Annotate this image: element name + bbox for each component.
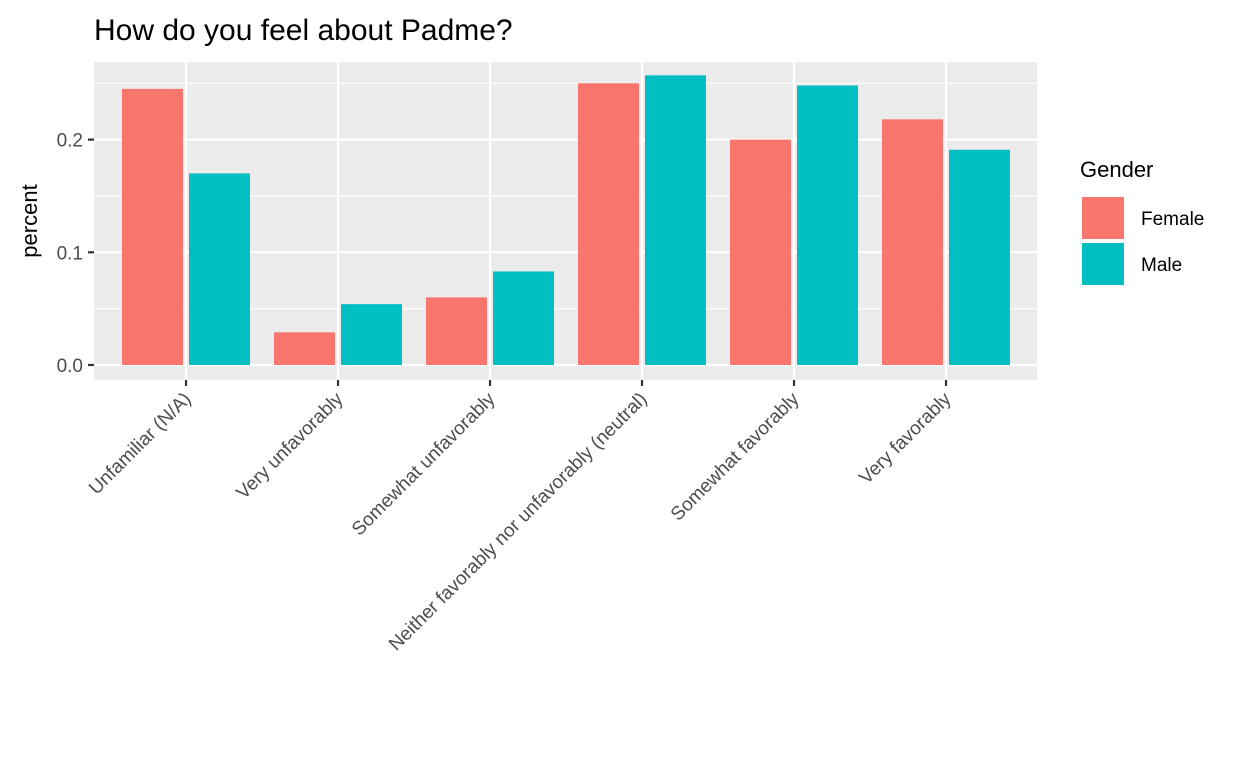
plot-panel <box>94 62 1037 380</box>
x-tick-label: Very unfavorably <box>233 388 348 503</box>
bar-male <box>189 173 250 365</box>
major-gridlines <box>94 62 1037 380</box>
y-axis-title: percent <box>17 184 42 257</box>
bar-female <box>426 297 487 365</box>
bar-female <box>122 88 183 365</box>
y-axis: 0.0 0.1 0.2 <box>57 131 94 377</box>
x-tick-label: Unfamiliar (N/A) <box>85 389 195 499</box>
bar-male <box>493 271 554 365</box>
x-tick-label: Somewhat unfavorably <box>348 388 500 540</box>
legend-title: Gender <box>1080 157 1153 182</box>
bar-male <box>341 304 402 365</box>
bar-male <box>645 75 706 366</box>
y-tick-label: 0.2 <box>57 131 83 152</box>
bar-female <box>730 139 791 365</box>
legend: Gender Female Male <box>1080 157 1204 285</box>
y-tick-label: 0.1 <box>57 243 83 264</box>
x-tick-label: Very favorably <box>856 388 956 488</box>
chart-title: How do you feel about Padme? <box>94 14 513 47</box>
y-tick-label: 0.0 <box>57 356 83 377</box>
bar-female <box>578 83 639 365</box>
legend-key-male <box>1082 243 1124 285</box>
bar-female <box>274 332 335 365</box>
legend-key-female <box>1082 197 1124 239</box>
bar-male <box>949 149 1010 365</box>
x-tick-label: Neither favorably nor unfavorably (neutr… <box>385 389 652 656</box>
bar-female <box>882 119 943 366</box>
legend-label-female: Female <box>1141 209 1204 230</box>
bar-male <box>797 85 858 365</box>
x-axis: Unfamiliar (N/A) Very unfavorably Somewhat… <box>85 380 956 655</box>
legend-label-male: Male <box>1141 255 1182 276</box>
x-tick-label: Somewhat favorably <box>667 388 804 525</box>
minor-gridlines <box>94 82 1037 310</box>
bars-layer <box>122 75 1010 366</box>
